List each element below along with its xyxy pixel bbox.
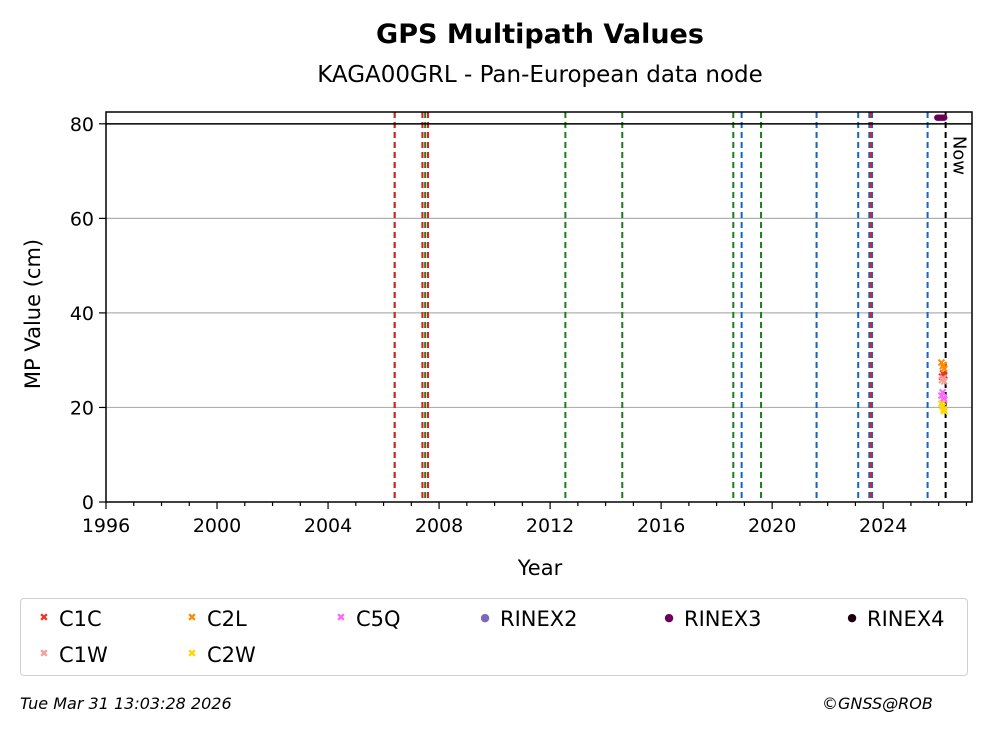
x-tick-label: 2024 [859, 515, 907, 537]
legend-label: C1C [59, 607, 102, 631]
y-axis-label: MP Value (cm) [21, 239, 45, 389]
legend-item-rinex3: ● RINEX3 [662, 607, 762, 632]
y-tick-label: 40 [70, 303, 94, 325]
x-tick-label: 1996 [82, 515, 130, 537]
timestamp: Tue Mar 31 13:03:28 2026 [20, 694, 232, 713]
x-tick-label: 2016 [637, 515, 685, 537]
data-point-stroke [940, 377, 948, 386]
data-point-stroke [939, 361, 948, 369]
legend-marker: ✖ [39, 611, 49, 624]
legend-marker: ● [664, 611, 674, 624]
y-tick-label: 20 [70, 397, 94, 419]
x-tick-label: 2004 [304, 515, 352, 537]
plot-frame [105, 111, 973, 503]
legend-label: C1W [59, 643, 108, 667]
data-points [934, 114, 948, 415]
legend-label: C2L [207, 607, 247, 631]
data-point-stroke [938, 388, 947, 397]
y-tick-label: 60 [70, 208, 94, 230]
legend-label: RINEX2 [500, 607, 578, 631]
y-tick-label: 80 [70, 114, 94, 136]
data-point [938, 388, 947, 397]
axes: 1996 2000 2004 2008 2012 2016 2020 2024 0 20 40 60 8… [70, 111, 973, 537]
grid-lines [106, 123, 972, 409]
legend-marker: ● [847, 611, 857, 624]
legend-item-c5q: ✖ C5Q [334, 607, 401, 632]
legend-item-rinex4: ● RINEX4 [845, 607, 945, 632]
now-label: Now [949, 136, 970, 175]
event-lines [106, 112, 972, 502]
data-point-stroke [940, 407, 948, 415]
legend-label: RINEX4 [867, 607, 945, 631]
legend-item-c1c: ✖ C1C [37, 607, 102, 632]
legend-marker: ✖ [39, 647, 49, 660]
chart-subtitle: KAGA00GRL - Pan-European data node [317, 62, 763, 88]
legend-marker: ✖ [336, 611, 346, 624]
legend-marker: ✖ [187, 647, 197, 660]
data-point [940, 407, 948, 415]
x-tick-label: 2000 [193, 515, 241, 537]
legend-marker: ✖ [187, 611, 197, 624]
legend-item-c1w: ✖ C1W [37, 643, 108, 668]
x-tick-label: 2020 [748, 515, 796, 537]
x-tick-label: 2008 [415, 515, 463, 537]
x-tick-label: 2012 [526, 515, 574, 537]
data-point-stroke [937, 399, 946, 408]
x-axis-label: Year [517, 556, 563, 580]
data-point-stroke [939, 374, 947, 382]
legend-item-c2w: ✖ C2W [185, 643, 256, 668]
legend-label: RINEX3 [684, 607, 762, 631]
legend-label: C5Q [356, 607, 401, 631]
legend-item-c2l: ✖ C2L [185, 607, 247, 632]
credit: ©GNSS@ROB [822, 694, 933, 713]
legend: ✖ C1C ✖ C2L ✖ C5Q ● RINEX2 ● RINEX3 ● RINEX4 ✖… [20, 598, 968, 676]
legend-label: C2W [207, 643, 256, 667]
chart-title: GPS Multipath Values [376, 19, 704, 50]
legend-item-rinex2: ● RINEX2 [478, 607, 578, 632]
data-point [941, 114, 948, 121]
y-tick-label: 0 [82, 492, 94, 514]
legend-marker: ● [480, 611, 490, 624]
data-point-stroke [938, 402, 947, 411]
data-point [940, 377, 948, 386]
chart: GPS Multipath Values KAGA00GRL - Pan-Eur… [21, 19, 973, 580]
data-point [939, 361, 948, 369]
